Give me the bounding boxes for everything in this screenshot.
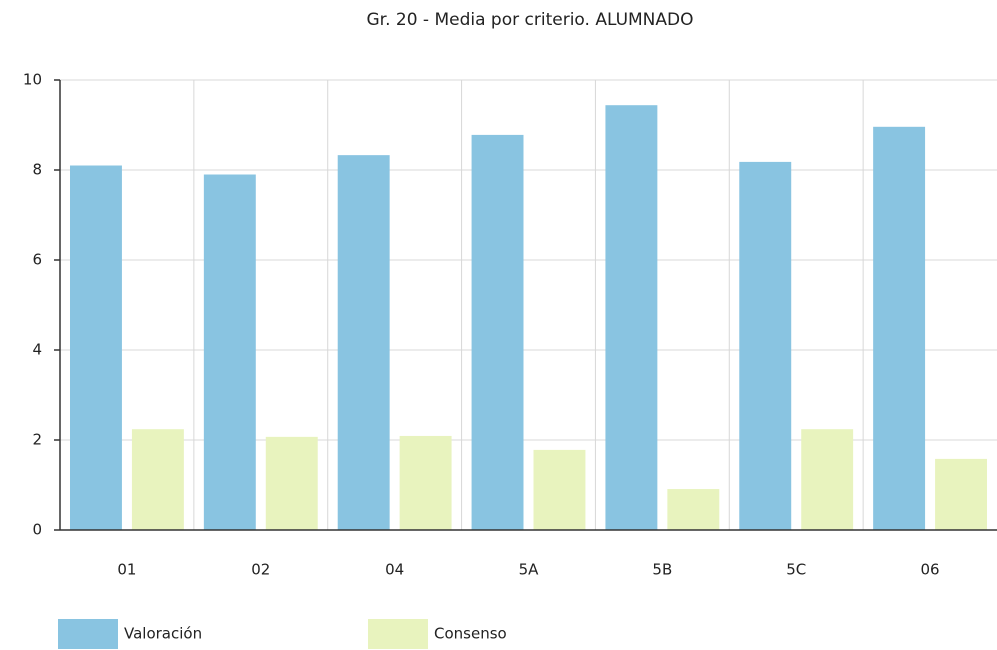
bar [131, 429, 184, 530]
bar [667, 489, 720, 530]
chart-title: Gr. 20 - Media por criterio. ALUMNADO [366, 10, 693, 30]
y-tick-label: 2 [32, 431, 42, 449]
bar [471, 134, 524, 530]
bar [533, 449, 586, 530]
x-tick-label: 01 [117, 561, 136, 579]
y-tick-label: 4 [32, 341, 42, 359]
y-tick-label: 10 [23, 71, 42, 89]
bar [203, 174, 256, 530]
bar [337, 155, 390, 530]
bar [265, 436, 318, 530]
x-tick-label: 06 [921, 561, 940, 579]
legend-label: Consenso [434, 625, 507, 643]
y-tick-label: 0 [32, 521, 42, 539]
bar [399, 435, 452, 530]
bar [873, 126, 926, 531]
bar [801, 429, 854, 530]
x-tick-label: 5B [652, 561, 672, 579]
legend-label: Valoración [124, 625, 202, 643]
y-tick-label: 8 [32, 161, 42, 179]
bar [935, 458, 987, 530]
legend-swatch [368, 619, 428, 649]
bar [70, 165, 122, 530]
x-tick-label: 02 [251, 561, 270, 579]
bar [739, 161, 792, 530]
y-tick-label: 6 [32, 251, 42, 269]
bar [605, 105, 658, 530]
x-tick-label: 5C [786, 561, 806, 579]
x-tick-label: 04 [385, 561, 404, 579]
x-tick-label: 5A [519, 561, 540, 579]
legend-swatch [58, 619, 118, 649]
